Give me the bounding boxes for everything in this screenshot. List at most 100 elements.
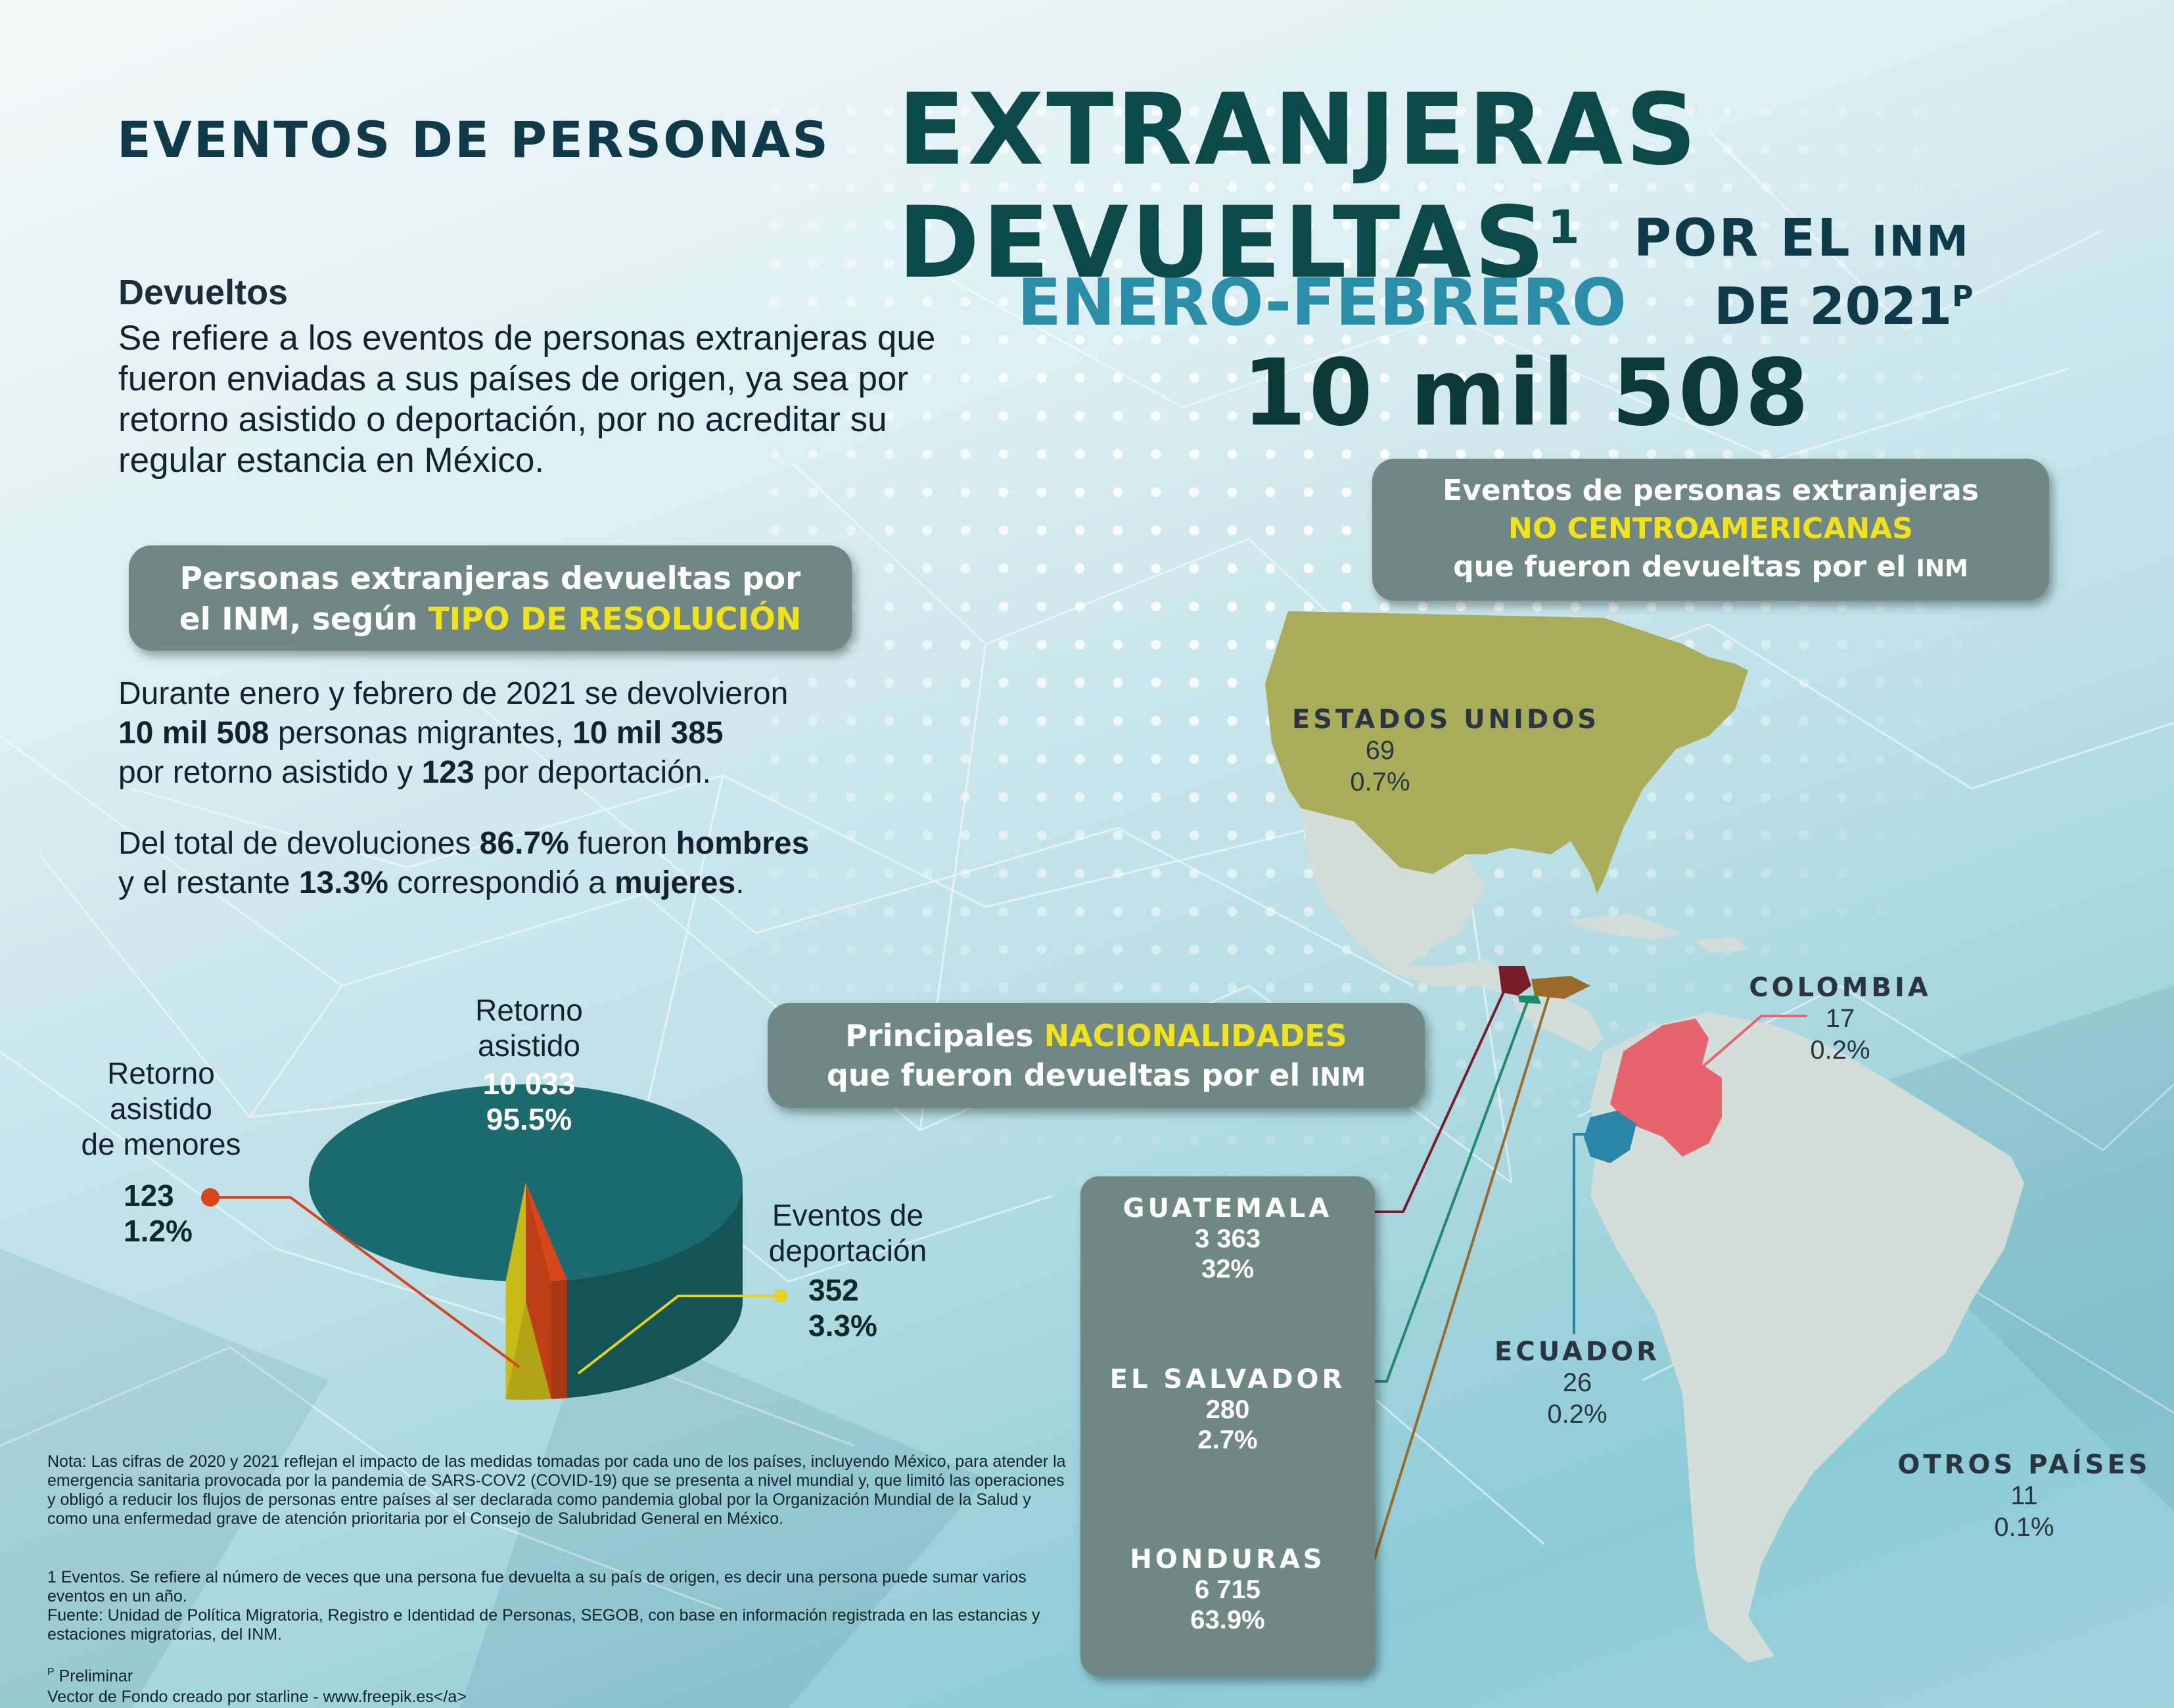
pie-label-deportacion-l1: Eventos de [772,1198,924,1232]
label-otros-paises-name: OTROS PAÍSES [1897,1450,2151,1480]
label-ecuador-value: 26 [1562,1368,1592,1397]
ca-guatemala-name: GUATEMALA [1122,1193,1333,1224]
nationalities-box-pre: Principales [845,1018,1034,1053]
leader-menores [210,1196,520,1368]
title-por-el-inm: POR EL INM [1634,209,1970,268]
resolution-box-highlight: TIPO DE RESOLUCIÓN [428,601,802,637]
map-united-states [1265,611,1748,894]
resolution-box-line2-pre: el INM, según [179,601,418,637]
title-devueltas: DEVUELTAS1 [898,175,1583,296]
summary-women-percent: 13.3% [298,866,388,900]
nationalities-box-inm: INM [1310,1063,1366,1092]
resolution-box-line1: Personas extranjeras devueltas por [179,561,801,597]
non-ca-box-highlight: NO CENTROAMERICANAS [1508,512,1913,545]
pie-slice-0 [308,1084,743,1281]
summary-text: Durante enero y febrero de 2021 se devol… [118,676,789,711]
leader-menores-dot [201,1188,220,1207]
ca-honduras: HONDURAS 6 715 63.9% [1080,1544,1375,1635]
ca-el-salvador-name: EL SALVADOR [1109,1364,1346,1395]
connector-ecuador [1573,1133,1604,1334]
pie-label-menores-l2: asistido [110,1092,212,1126]
title-inm: INM [1871,218,1970,266]
title-period: ENERO-FEBRERO [1017,265,1627,340]
pie-slice-1 [526,1183,567,1281]
label-colombia-value: 17 [1825,1004,1855,1033]
title-line1: EVENTOS DE PERSONAS [117,110,831,169]
map-ecuador [1584,1111,1636,1163]
pie-value-deportacion: 352 3.3% [808,1272,877,1343]
map-colombia [1610,1019,1722,1157]
pie-value-menores-percent: 1.2% [124,1214,193,1248]
leader-deportacion [577,1295,781,1375]
map-guatemala [1498,966,1531,996]
leader-deportacion-dot [774,1289,787,1303]
nationalities-box-line2: que fueron devueltas por el INM [768,1055,1425,1097]
summary-deportation: 123 [421,755,474,790]
pie-side-0 [567,1183,743,1398]
preliminar-note: P Preliminar [47,1663,133,1686]
pie-label-deportacion: Eventos de deportación [743,1197,953,1268]
connector-colombia [1681,1015,1807,1086]
label-colombia-percent: 0.2% [1810,1036,1870,1065]
ca-el-salvador-percent: 2.7% [1197,1425,1258,1454]
summary-total-returned: 10 mil 508 [118,716,269,750]
label-ecuador-name: ECUADOR [1494,1337,1660,1367]
label-estados-unidos: ESTADOS UNIDOS 69 0.7% [1282,704,1610,798]
map-honduras [1531,976,1590,999]
nationalities-box-line1: Principales NACIONALIDADES [768,1016,1425,1055]
summary-paragraph-1: Durante enero y febrero de 2021 se devol… [118,674,973,793]
resolution-box-line2: el INM, según TIPO DE RESOLUCIÓN [129,599,852,640]
pie-label-menores: Retorno asistido de menores [53,1055,269,1162]
pie-label-menores-l1: Retorno [107,1056,215,1090]
pie-wall-2 [505,1183,526,1400]
ca-honduras-name: HONDURAS [1130,1544,1326,1575]
summary-text: fueron [578,826,668,861]
label-estados-unidos-name: ESTADOS UNIDOS [1291,704,1600,735]
label-otros-paises: OTROS PAÍSES 11 0.1% [1893,1450,2156,1543]
ca-honduras-value: 6 715 [1194,1575,1261,1604]
map-central-america [1512,992,1604,1051]
pie-label-retorno-l2: asistido [478,1028,580,1063]
label-colombia-name: COLOMBIA [1749,973,1931,1003]
non-ca-box-line3-pre: que fueron devueltas por el [1453,550,1907,584]
nationalities-box-line2-pre: que fueron devueltas por el [826,1057,1301,1093]
pie-value-retorno: 10 033 95.5% [421,1066,637,1137]
title-por-el: POR EL [1634,209,1852,268]
pie-value-deportacion-count: 352 [808,1273,859,1307]
label-otros-paises-value: 11 [2010,1481,2038,1510]
map-south-america [1590,1012,2024,1663]
title-de-year-text: DE 2021 [1714,277,1953,336]
title-year-sup: P [1952,280,1974,313]
non-ca-box: Eventos de personas extranjeras NO CENTR… [1372,459,2049,601]
summary-period: . [735,866,745,900]
ca-guatemala-percent: 32% [1201,1255,1255,1283]
label-ecuador-percent: 0.2% [1547,1400,1607,1429]
pie-label-deportacion-l2: deportación [768,1234,927,1268]
pie-value-retorno-count: 10 033 [482,1067,576,1101]
definition-text: Se refiere a los eventos de personas ext… [118,319,936,480]
pie-value-menores-count: 123 [124,1178,174,1212]
non-ca-box-line3: que fueron devueltas por el INM [1372,548,2049,588]
central-america-panel [1080,1176,1375,1676]
summary-text: correspondió a [397,866,606,900]
total-value: 10 mil 508 [1242,340,1812,447]
title-extranjeras: EXTRANJERAS [898,73,1700,187]
map-cuba [1564,913,1682,940]
non-ca-box-inm: INM [1916,555,1968,582]
label-otros-paises-percent: 0.1% [1994,1513,2054,1542]
nationalities-box-highlight: NACIONALIDADES [1044,1018,1347,1053]
map-el-salvador [1518,996,1541,1004]
summary-men: hombres [676,826,810,861]
definition-heading: Devueltos [118,273,289,312]
footnote-events: 1 Eventos. Se refiere al número de veces… [47,1568,1027,1605]
ca-el-salvador: EL SALVADOR 280 2.7% [1080,1364,1375,1455]
pie-label-retorno-l1: Retorno [475,993,583,1027]
label-estados-unidos-percent: 0.7% [1350,768,1410,796]
pie-value-retorno-percent: 95.5% [486,1102,572,1136]
label-ecuador: ECUADOR 26 0.2% [1479,1337,1676,1430]
summary-assisted-return: 10 mil 385 [572,716,724,750]
summary-text: por retorno asistido y [118,755,413,790]
title-devueltas-text: DEVUELTAS [898,186,1548,300]
